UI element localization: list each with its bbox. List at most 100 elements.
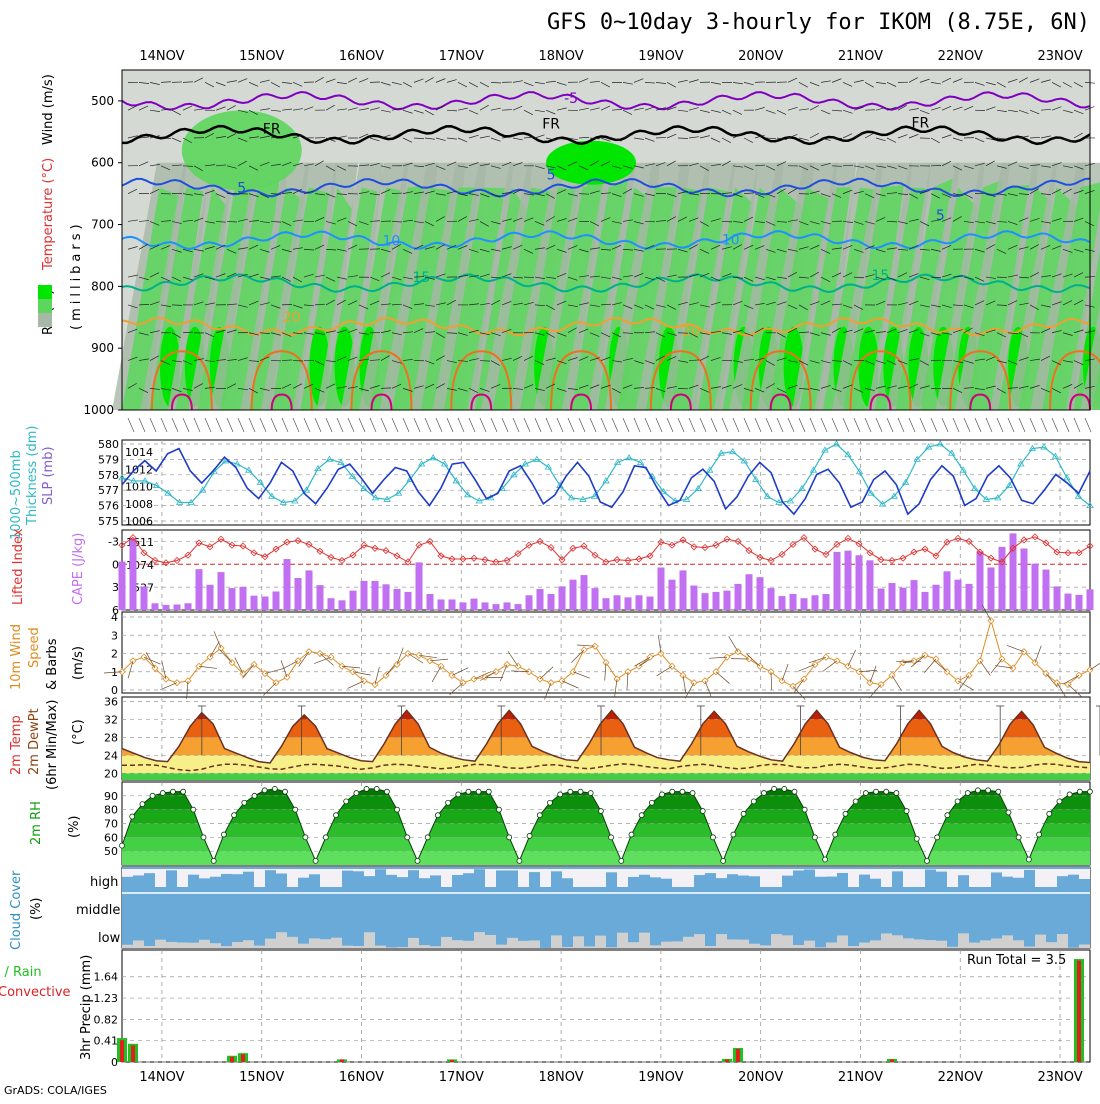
- cape-bar: [262, 597, 269, 610]
- surface-wind-barb: [282, 418, 288, 432]
- rh2m-point: [670, 789, 675, 794]
- rh2m-point: [741, 811, 746, 816]
- precip-tick-label: 0.41: [94, 1035, 119, 1048]
- rh2m-point: [680, 789, 685, 794]
- cloud-high-bar: [397, 869, 408, 877]
- surface-wind-barb: [942, 418, 948, 432]
- bottom-day-label: 15NOV: [239, 1070, 284, 1085]
- wind10m-label: 10m Wind: [9, 624, 24, 690]
- rh2m-point: [782, 786, 787, 791]
- cloud-low-bar: [1046, 942, 1057, 948]
- rh2m-tick-label: 80: [104, 804, 118, 817]
- cloud-high-bar: [881, 869, 892, 887]
- cloud-high-bar: [1046, 869, 1057, 887]
- cloud-low-bar: [551, 935, 562, 948]
- surface-wind-barb: [810, 418, 816, 432]
- cape-bar: [350, 591, 357, 610]
- top-day-label: 15NOV: [239, 49, 284, 64]
- surface-wind-barb: [535, 418, 541, 432]
- cape-bar: [834, 552, 841, 610]
- cloud-low-bar: [199, 940, 210, 948]
- rh2m-point: [293, 807, 298, 812]
- cloud-high-bar: [584, 869, 595, 887]
- cloud-high-bar: [672, 869, 683, 887]
- wind-10m-barb: [657, 666, 672, 676]
- rh2m-tick-label: 60: [104, 831, 118, 844]
- wind-10m-barb: [214, 631, 221, 648]
- cloud-high-bar: [430, 869, 441, 875]
- cloud-low-bar: [881, 933, 892, 948]
- cloud-high-bar: [1024, 869, 1035, 870]
- rh2m-point: [649, 800, 654, 805]
- wind-10m-barb: [848, 650, 856, 666]
- cape-bar: [647, 597, 654, 610]
- rh2m-point: [170, 789, 175, 794]
- cloud-high-bar: [133, 869, 144, 875]
- panel-frame-precip: [122, 950, 1090, 1062]
- cloud-low-bar: [771, 934, 782, 948]
- rh2m-point: [761, 791, 766, 796]
- rh2m-point: [894, 791, 899, 796]
- wind-label: Wind (m/s): [41, 74, 56, 145]
- contour-label: 15: [872, 268, 890, 284]
- rh2m-point: [823, 857, 828, 862]
- bottom-day-label: 16NOV: [339, 1070, 384, 1085]
- surface-wind-barb: [172, 418, 178, 432]
- footer-credit: GrADS: COLA/IGES: [4, 1084, 107, 1097]
- cloud-high-bar: [122, 869, 133, 877]
- wind-10m-barb: [705, 681, 711, 698]
- cloud-low-bar: [232, 942, 243, 948]
- rh-saturated-region: [546, 141, 636, 185]
- rh2m-point: [700, 809, 705, 814]
- wind-10m-barb: [199, 666, 217, 668]
- surface-wind-barb: [271, 418, 277, 432]
- cape-bar: [119, 562, 126, 610]
- cloud-high-bar: [1057, 869, 1068, 876]
- precip-tick-label: 0.82: [94, 1013, 119, 1026]
- contour-label: FR: [911, 115, 929, 131]
- wind-10m-barb: [571, 650, 584, 663]
- precip-labels: Total / Rain Convective 3hr Precip (mm) …: [0, 953, 1066, 1060]
- surface-wind-barb: [601, 418, 607, 432]
- thickness-tick-label: 580: [98, 438, 119, 451]
- lifted-index-tick-label: 0: [112, 558, 119, 571]
- cape-bar: [537, 589, 544, 610]
- rh2m-point: [863, 791, 868, 796]
- cape-bar: [999, 547, 1006, 610]
- surface-wind-barb: [480, 418, 486, 432]
- cloud-low-bar: [342, 946, 353, 948]
- surface-wind-barb: [590, 418, 596, 432]
- pressure-tick-label: 900: [91, 341, 114, 355]
- cloud-low-bar: [1035, 935, 1046, 948]
- contour-label: 20: [283, 310, 301, 326]
- cloud-low-bar: [903, 938, 914, 948]
- rh2m-point: [333, 813, 338, 818]
- temp-minmax-label: (6hr Min/Max): [45, 700, 60, 790]
- rh2m-point: [384, 789, 389, 794]
- cloud-high-bar: [991, 869, 1002, 872]
- cape-bar: [218, 572, 225, 610]
- cloud-low-bar: [738, 940, 749, 948]
- cape-bar: [801, 598, 808, 610]
- rh2m-point: [130, 814, 135, 819]
- cloud-low-bar: [210, 943, 221, 948]
- wind-10m-barb: [210, 642, 219, 658]
- rh2m-point: [792, 789, 797, 794]
- surface-wind-barb: [1085, 418, 1091, 432]
- rh2m-point: [364, 786, 369, 791]
- cloud-high-bar: [771, 869, 782, 887]
- rh2m-unit-label: (%): [67, 816, 82, 839]
- bottom-day-label: 22NOV: [938, 1070, 983, 1085]
- cloud-low-bar: [584, 946, 595, 948]
- temp-tick-label: 20: [104, 767, 118, 780]
- wind-10m-barb: [1007, 645, 1024, 651]
- cloud-high-bar: [155, 869, 166, 887]
- surface-wind-barb: [887, 418, 893, 432]
- surface-wind-barb: [634, 418, 640, 432]
- rh2m-point: [578, 789, 583, 794]
- cape-bar: [724, 591, 731, 610]
- surface-wind-barb: [843, 418, 849, 432]
- cloud-high-bar: [507, 869, 518, 870]
- cloud-low-bar: [606, 947, 617, 948]
- cloud-low-bar: [892, 935, 903, 948]
